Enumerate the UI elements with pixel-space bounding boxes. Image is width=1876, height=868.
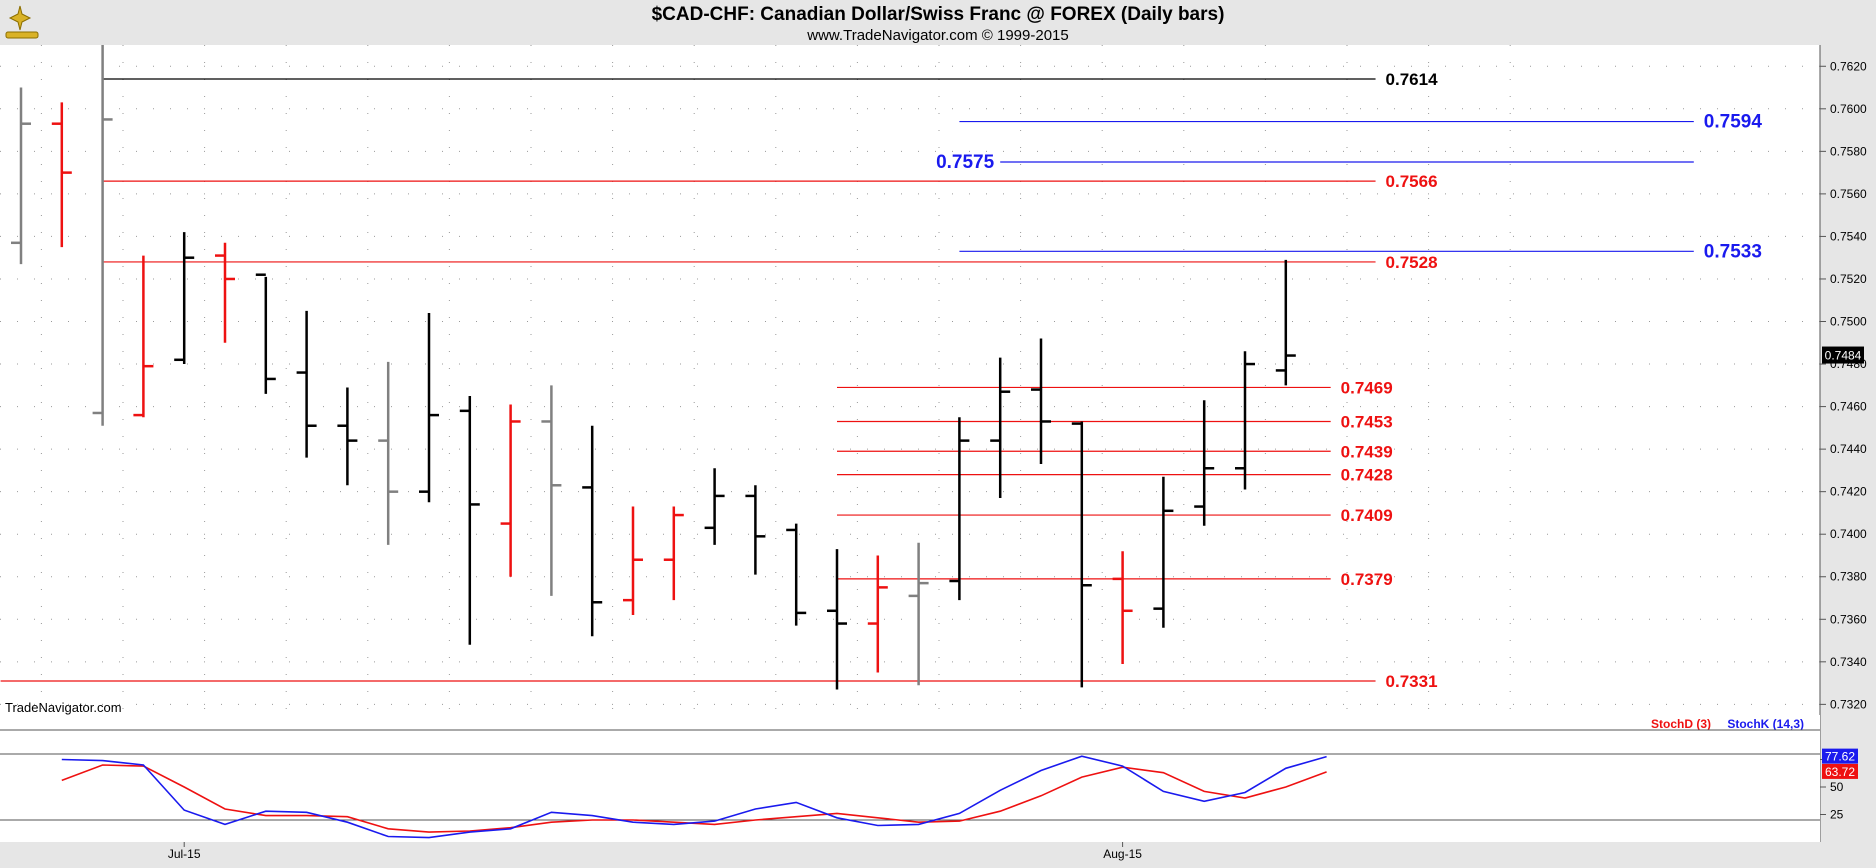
ohlc-bar <box>11 87 31 265</box>
y-tick-label: 0.7380 <box>1830 570 1867 584</box>
ohlc-bar <box>1275 259 1296 386</box>
y-tick-label: 0.7440 <box>1830 442 1867 456</box>
ohlc-bar <box>1194 400 1215 526</box>
y-tick-label: 0.7500 <box>1830 315 1867 329</box>
y-tick-label: 0.7580 <box>1830 144 1867 158</box>
ohlc-bar <box>51 102 72 248</box>
legend-stochk: StochK (14,3) <box>1727 717 1804 731</box>
y-tick-label: 0.7540 <box>1830 229 1867 243</box>
level-label: 0.7469 <box>1341 378 1393 397</box>
ohlc-bar <box>174 232 195 365</box>
ohlc-bar <box>1112 551 1133 664</box>
ohlc-bar <box>663 506 684 601</box>
stoch-value-label: 77.62 <box>1825 750 1855 764</box>
y-tick-label: 0.7520 <box>1830 272 1867 286</box>
x-axis: Jul-15 Aug-15 <box>168 842 1142 861</box>
chart-subtitle: www.TradeNavigator.com © 1999-2015 <box>806 27 1068 44</box>
x-tick-label: Aug-15 <box>1103 847 1142 861</box>
y-tick-label: 0.7360 <box>1830 612 1867 626</box>
ohlc-bar <box>623 506 643 616</box>
trade-navigator-logo-icon <box>5 5 39 39</box>
ohlc-bar <box>337 387 358 486</box>
stoch-line-k <box>61 755 1327 839</box>
ohlc-bar <box>1071 421 1092 688</box>
ohlc-bar <box>745 485 766 575</box>
price-axis: 0.7320 0.7340 0.7360 0.7380 0.7400 0.7420 0.74… <box>1820 59 1867 711</box>
ohlc-bar <box>786 523 807 626</box>
stoch-panel-background <box>0 730 1820 842</box>
stoch-value-tag <box>1822 763 1858 779</box>
stoch-value-tag <box>1822 748 1858 764</box>
price-bars <box>11 45 1296 690</box>
ohlc-bar <box>949 417 970 601</box>
panel-separator <box>0 715 1820 730</box>
price-panel-background <box>0 45 1820 715</box>
y-tick-label: 0.7560 <box>1830 187 1867 201</box>
ohlc-bar <box>827 549 847 690</box>
ohlc-bar <box>582 425 603 637</box>
level-label: 0.7528 <box>1386 253 1438 272</box>
level-label: 0.7379 <box>1341 570 1393 589</box>
level-label: 0.7614 <box>1386 70 1439 89</box>
y-tick-label: 0.7460 <box>1830 400 1867 414</box>
y-tick-label: 0.7420 <box>1830 485 1867 499</box>
stoch-tick-label: 25 <box>1830 808 1844 822</box>
ohlc-bar <box>1153 476 1174 628</box>
level-lines: 0.7614 0.7594 0.7575 0.7566 0.7533 0.7528 0.74… <box>0 70 1763 691</box>
stoch-tick-label: 50 <box>1830 780 1844 794</box>
level-label: 0.7409 <box>1341 506 1393 525</box>
watermark-label: TradeNavigator.com <box>5 700 122 715</box>
last-price-label: 0.7484 <box>1825 349 1862 363</box>
ohlc-bar <box>867 555 888 673</box>
level-label: 0.7533 <box>1704 241 1762 262</box>
y-tick-label: 0.7340 <box>1830 655 1867 669</box>
legend-stochd: StochD (3) <box>1651 717 1711 731</box>
ohlc-bar <box>378 361 399 545</box>
y-tick-label: 0.7620 <box>1830 59 1867 73</box>
level-label: 0.7566 <box>1386 172 1438 191</box>
stoch-value-label: 63.72 <box>1825 765 1855 779</box>
level-label: 0.7453 <box>1341 412 1393 431</box>
ohlc-bar <box>215 242 235 343</box>
y-tick-label: 0.7400 <box>1830 527 1867 541</box>
level-label: 0.7428 <box>1341 466 1393 485</box>
ohlc-bar <box>908 542 929 686</box>
ohlc-bar <box>541 385 562 596</box>
ohlc-bar <box>133 255 154 418</box>
level-label: 0.7331 <box>1386 672 1438 691</box>
ohlc-bar <box>92 45 113 426</box>
level-label: 0.7439 <box>1341 442 1393 461</box>
y-tick-label: 0.7320 <box>1830 697 1867 711</box>
ohlc-bar <box>419 313 439 503</box>
ohlc-bar <box>500 404 521 577</box>
level-label: 0.7575 <box>936 152 995 173</box>
ohlc-bar <box>296 310 317 458</box>
ohlc-bar <box>255 273 276 394</box>
last-price-tag <box>1822 346 1864 364</box>
chart-title: $CAD-CHF: Canadian Dollar/Swiss Franc @ … <box>652 4 1225 25</box>
y-tick-label: 0.7600 <box>1830 102 1867 116</box>
level-label: 0.7594 <box>1704 112 1763 133</box>
x-tick-label: Jul-15 <box>168 847 201 861</box>
ohlc-bar <box>990 357 1011 499</box>
x-axis-background <box>0 842 1876 863</box>
ohlc-bar <box>459 395 480 645</box>
ohlc-bar <box>704 468 725 545</box>
ohlc-bar <box>1031 338 1051 465</box>
ohlc-bar <box>1235 351 1255 490</box>
